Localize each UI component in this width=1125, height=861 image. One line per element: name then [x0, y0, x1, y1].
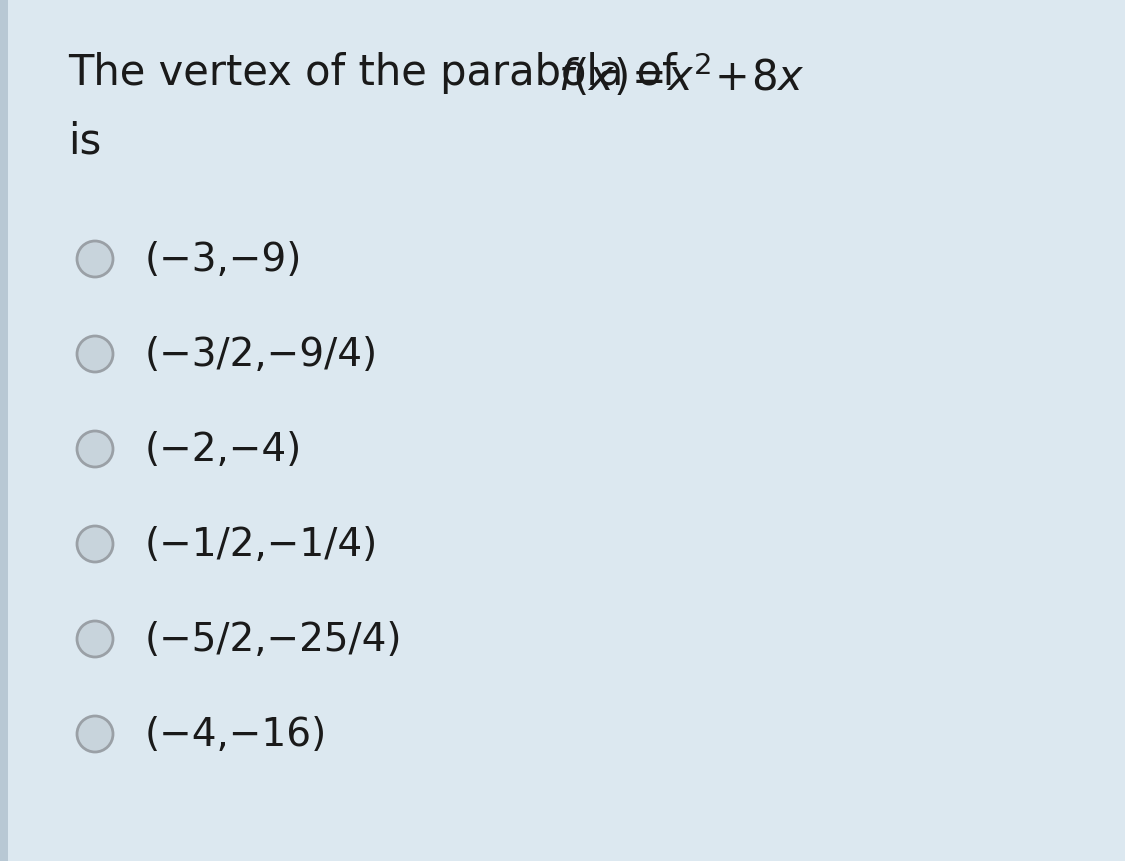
Circle shape — [76, 716, 112, 753]
FancyBboxPatch shape — [0, 0, 8, 861]
Text: (−3/2,−9/4): (−3/2,−9/4) — [145, 336, 378, 374]
Circle shape — [76, 526, 112, 562]
Circle shape — [76, 431, 112, 468]
Text: (−4,−16): (−4,−16) — [145, 715, 327, 753]
Circle shape — [76, 242, 112, 278]
Text: (−3,−9): (−3,−9) — [145, 241, 303, 279]
Text: (−5/2,−25/4): (−5/2,−25/4) — [145, 620, 403, 659]
Text: $f(x)\!=\!x^2\!+\!8x$: $f(x)\!=\!x^2\!+\!8x$ — [558, 52, 804, 99]
Text: is: is — [68, 120, 101, 162]
Circle shape — [76, 622, 112, 657]
Text: The vertex of the parabola of: The vertex of the parabola of — [68, 52, 690, 94]
Circle shape — [76, 337, 112, 373]
Text: (−1/2,−1/4): (−1/2,−1/4) — [145, 525, 378, 563]
Text: (−2,−4): (−2,−4) — [145, 430, 303, 468]
